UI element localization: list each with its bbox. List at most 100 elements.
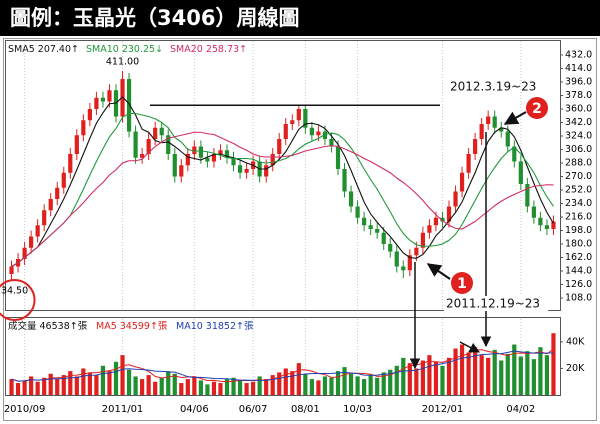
- volume-panel: [5, 317, 561, 396]
- candle-body: [231, 157, 236, 166]
- volume-bar: [362, 379, 367, 395]
- volume-bar: [55, 379, 60, 395]
- volume-bar: [172, 373, 177, 395]
- volume-bar: [492, 349, 497, 395]
- volume-bar: [94, 375, 99, 395]
- candle-body: [368, 225, 373, 229]
- volume-bar: [303, 373, 308, 395]
- volume-bar: [146, 375, 151, 395]
- x-tick-label: 08/01: [291, 404, 320, 415]
- volume-bar: [251, 381, 256, 395]
- frame: [3, 38, 597, 421]
- candle-body: [394, 251, 399, 267]
- candle-body: [348, 191, 354, 207]
- volume-bar: [9, 379, 14, 395]
- candle-body: [237, 165, 243, 173]
- candle-body: [414, 247, 419, 256]
- volume-bar: [394, 365, 399, 395]
- volume-bar: [388, 369, 393, 395]
- volume-bar: [179, 383, 184, 395]
- candle-body: [198, 146, 203, 158]
- volume-bar: [61, 375, 66, 395]
- candle-body: [29, 236, 34, 248]
- y-tick-label: 252.0: [565, 185, 592, 196]
- y-tick-label: 216.0: [565, 212, 592, 223]
- y-tick-label: 234.0: [565, 198, 592, 209]
- volume-bar: [368, 375, 373, 395]
- volume-bar: [479, 355, 484, 395]
- candle-body: [166, 135, 171, 154]
- volume-bar: [22, 380, 27, 395]
- candle-body: [55, 187, 60, 199]
- volume-bar: [459, 344, 465, 395]
- volume-bar: [290, 371, 295, 395]
- volume-bar: [525, 351, 530, 395]
- candle-body: [107, 90, 112, 102]
- candle-body: [74, 135, 79, 154]
- volume-legend-reading: 46538↑張: [40, 321, 88, 332]
- candle-body: [22, 247, 27, 259]
- candle-body: [133, 131, 138, 158]
- number-marker-label: 1: [457, 276, 467, 292]
- candle-body: [375, 229, 380, 233]
- candle-body: [211, 154, 217, 162]
- candle-body: [303, 109, 308, 128]
- candle-body: [68, 154, 73, 173]
- candle-body: [544, 225, 550, 229]
- volume-bar: [440, 365, 445, 395]
- volume-bar: [342, 367, 347, 395]
- legend-entry: SMA20 258.73↑: [170, 44, 247, 55]
- volume-bar: [48, 373, 53, 395]
- candle-body: [224, 150, 230, 158]
- volume-bar: [538, 347, 543, 395]
- volume-tick-label: 20K: [566, 363, 585, 374]
- y-tick-label: 288.0: [565, 158, 592, 169]
- legend-reading: 207.40↑: [38, 44, 79, 55]
- volume-bar: [140, 379, 145, 395]
- volume-bar: [335, 371, 341, 395]
- volume-bar: [544, 355, 550, 395]
- candle-body: [473, 139, 478, 154]
- volume-bar: [309, 379, 314, 395]
- legend-reading: 230.25↓: [122, 44, 163, 55]
- candle-body: [388, 244, 393, 252]
- candle-body: [87, 109, 92, 121]
- candle-body: [531, 206, 536, 218]
- title-bar: [0, 0, 600, 36]
- y-tick-label: 414.0: [565, 63, 592, 74]
- volume-average-line: [11, 350, 554, 382]
- candle-body: [264, 165, 269, 177]
- candle-body: [159, 127, 164, 136]
- candle-body: [270, 154, 275, 166]
- moving-average-line: [11, 131, 554, 267]
- low-label: 134.50: [0, 286, 28, 297]
- plot-layer: 2010/09 2011/01 04/06 06/07 08/01 10/03 2012/0…: [0, 41, 592, 415]
- candle-body: [218, 150, 223, 154]
- legend-reading: 34599↑張: [120, 321, 168, 332]
- volume-bar: [166, 371, 171, 395]
- volume-bar: [264, 379, 269, 395]
- volume-bar: [473, 347, 478, 395]
- candle-body: [499, 127, 504, 132]
- y-tick-label: 378.0: [565, 90, 592, 101]
- candle-body: [518, 161, 523, 184]
- y-tick-label: 396.0: [565, 77, 592, 88]
- candle-body: [342, 169, 347, 192]
- legend-name: SMA20: [170, 44, 203, 55]
- volume-bar: [42, 377, 47, 395]
- volume-bar: [224, 379, 230, 395]
- volume-bar: [257, 376, 262, 395]
- y-tick-label: 144.0: [565, 266, 592, 277]
- volume-bar: [355, 376, 360, 395]
- volume-bar: [218, 383, 223, 395]
- candle-body: [126, 79, 132, 132]
- candle-body: [329, 139, 334, 147]
- candle-body: [153, 127, 158, 139]
- candle-body: [420, 232, 425, 248]
- volume-bar: [205, 384, 210, 395]
- candle-body: [61, 172, 66, 188]
- y-tick-label: 342.0: [565, 117, 592, 128]
- volume-legend: 成交量 46538↑張: [8, 320, 88, 332]
